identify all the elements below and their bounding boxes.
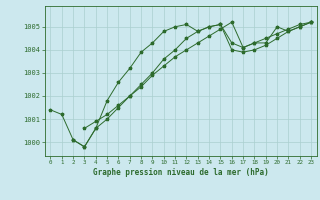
- X-axis label: Graphe pression niveau de la mer (hPa): Graphe pression niveau de la mer (hPa): [93, 168, 269, 177]
